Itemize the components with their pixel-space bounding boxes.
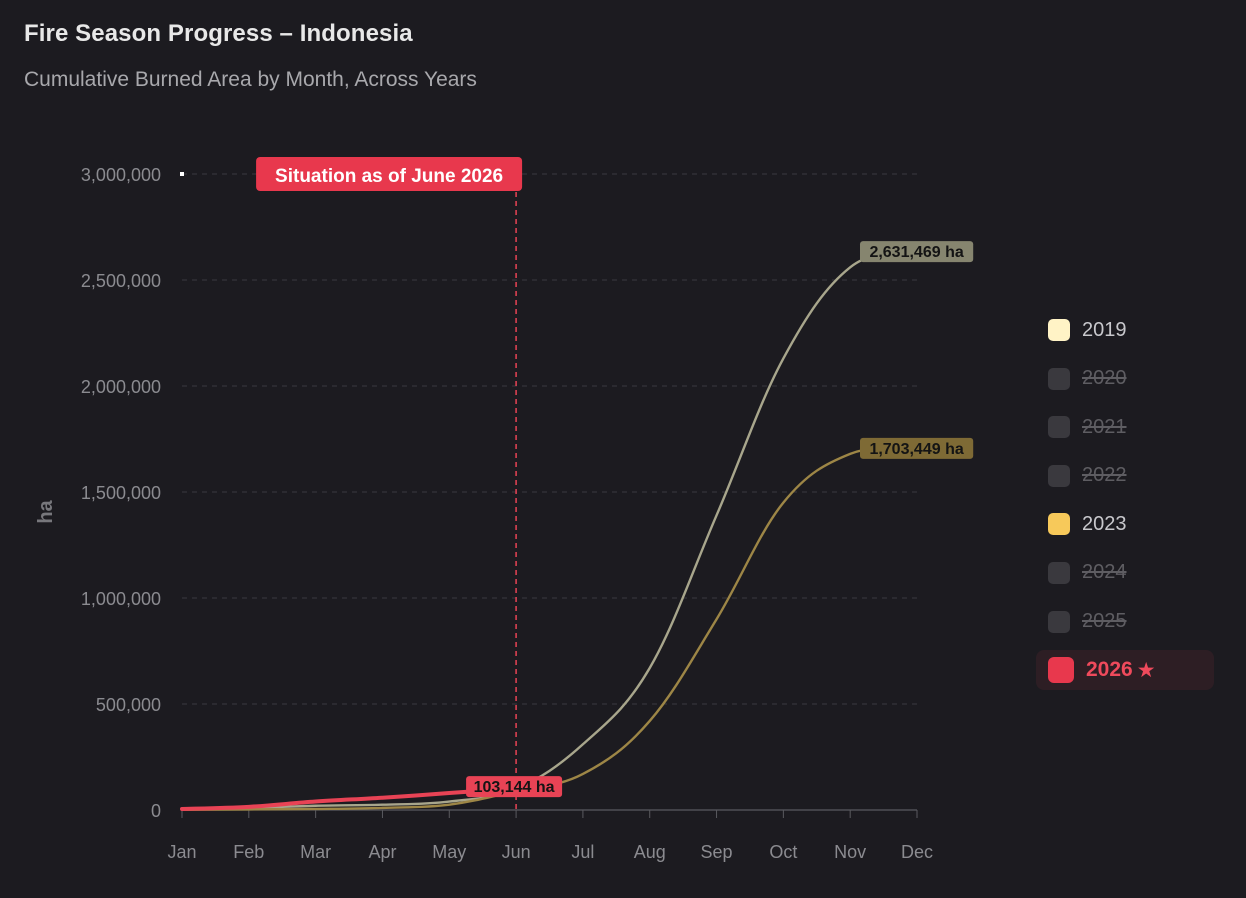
legend-item-2023[interactable]: 2023 xyxy=(1036,504,1214,544)
legend-swatch xyxy=(1048,367,1070,390)
legend-swatch xyxy=(1048,657,1074,684)
series-line-2019 xyxy=(180,250,919,811)
legend-label: 2021 xyxy=(1082,415,1127,438)
chart-subtitle: Cumulative Burned Area by Month, Across … xyxy=(24,68,477,91)
legend-label: 2019 xyxy=(1082,318,1127,341)
end-label-2019: 2,631,469 ha xyxy=(869,244,963,261)
y-axis-label: ha xyxy=(35,499,57,523)
y-tick-label: 0 xyxy=(151,801,161,821)
y-tick-label: 1,500,000 xyxy=(81,483,161,503)
series-line-2023 xyxy=(180,446,919,811)
marker-label: Situation as of June 2026 xyxy=(275,166,503,187)
x-tick-label: Aug xyxy=(634,842,666,862)
y-tick-label: 1,000,000 xyxy=(81,589,161,609)
legend-label: 2023 xyxy=(1082,512,1127,535)
end-label-box xyxy=(860,241,974,263)
end-label-box xyxy=(466,776,563,798)
marker-label-box xyxy=(256,157,523,191)
end-label-box xyxy=(860,437,974,459)
legend-item-2025[interactable]: 2025 xyxy=(1036,602,1214,642)
x-tick-label: Nov xyxy=(834,842,866,862)
chart-title: Fire Season Progress – Indonesia xyxy=(24,20,413,47)
x-tick-label: May xyxy=(432,842,466,862)
legend-item-2020[interactable]: 2020 xyxy=(1036,359,1214,399)
y-tick-label: 2,500,000 xyxy=(81,271,161,291)
legend-swatch xyxy=(1048,416,1070,439)
legend-swatch xyxy=(1048,464,1070,487)
legend-item-2026[interactable]: 2026 ★ xyxy=(1036,650,1214,691)
x-tick-label: Oct xyxy=(769,842,797,862)
end-label-2026: 103,144 ha xyxy=(474,779,555,796)
x-tick-label: Feb xyxy=(233,842,264,862)
end-label-2023: 1,703,449 ha xyxy=(869,441,963,458)
legend-swatch xyxy=(1048,610,1070,633)
legend-label: 2020 xyxy=(1082,367,1127,390)
legend-label: 2025 xyxy=(1082,610,1127,633)
x-tick-label: Jan xyxy=(167,842,196,862)
legend: 2019 2020 2021 2022 2023 2024 2025 2026 … xyxy=(1036,310,1214,699)
x-tick-label: Jun xyxy=(502,842,531,862)
x-tick-label: Jul xyxy=(571,842,594,862)
x-tick-label: Dec xyxy=(901,842,933,862)
y-tick-label: 2,000,000 xyxy=(81,377,161,397)
legend-label: 2022 xyxy=(1082,464,1127,487)
legend-swatch xyxy=(1048,561,1070,584)
legend-swatch xyxy=(1048,319,1070,341)
series-line-2026 xyxy=(180,786,519,811)
legend-item-2021[interactable]: 2021 xyxy=(1036,407,1214,447)
legend-item-2024[interactable]: 2024 xyxy=(1036,553,1214,593)
legend-swatch xyxy=(1048,513,1070,536)
x-tick-label: Sep xyxy=(701,842,733,862)
x-tick-label: Apr xyxy=(368,842,396,862)
y-tick-label: 3,000,000 xyxy=(81,165,161,185)
grid-marker-dot xyxy=(180,172,184,176)
legend-label: 2026 xyxy=(1086,658,1133,682)
legend-item-2019[interactable]: 2019 xyxy=(1036,310,1214,350)
x-tick-label: Mar xyxy=(300,842,331,862)
y-tick-label: 500,000 xyxy=(96,695,161,715)
legend-label: 2024 xyxy=(1082,561,1127,584)
star-icon: ★ xyxy=(1136,658,1156,682)
legend-item-2022[interactable]: 2022 xyxy=(1036,456,1214,496)
